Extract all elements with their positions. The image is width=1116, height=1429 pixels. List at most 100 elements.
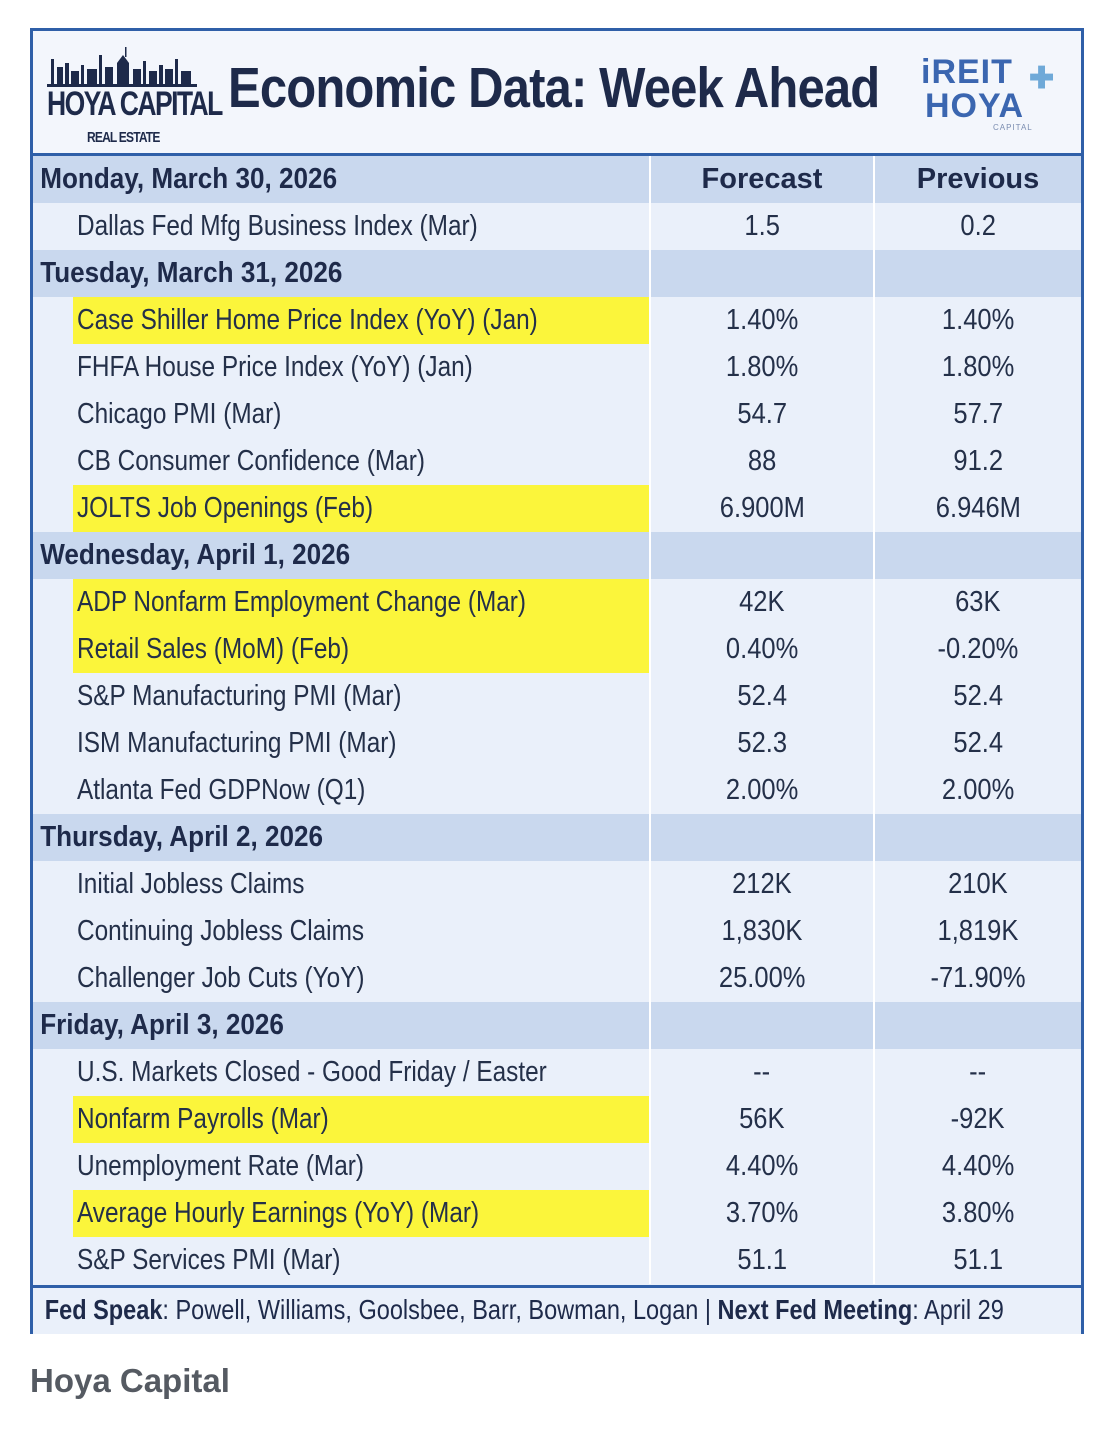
forecast-value: 88 (747, 445, 777, 477)
logo-brand-text: HOYA CAPITAL (47, 85, 223, 123)
table-row: Challenger Job Cuts (YoY) 25.00% -71.90% (33, 955, 1081, 1002)
table-row: U.S. Markets Closed - Good Friday / East… (33, 1049, 1081, 1096)
day-label: Friday, April 3, 2026 (40, 1009, 284, 1041)
table-row: Dallas Fed Mfg Business Index (Mar) 1.5 0.… (33, 203, 1081, 250)
previous-value: 1,819K (937, 915, 1019, 947)
previous-value-cell: -71.90% (873, 955, 1081, 1002)
forecast-value-cell: 54.7 (649, 391, 873, 438)
ireit-hoya-logo: iREIT ✚ HOYA CAPITAL (921, 53, 1071, 133)
indicator-name-cell: ADP Nonfarm Employment Change (Mar) (73, 579, 649, 626)
empty-cell (649, 250, 873, 297)
forecast-value-cell: -- (649, 1049, 873, 1096)
indicator-name-cell: Chicago PMI (Mar) (33, 391, 649, 438)
previous-value-cell: 210K (873, 861, 1081, 908)
day-header-row: Thursday, April 2, 2026 (33, 814, 1081, 861)
indicator-name-cell: FHFA House Price Index (YoY) (Jan) (33, 344, 649, 391)
forecast-value: 42K (739, 586, 785, 618)
previous-value: 91.2 (953, 445, 1003, 477)
day-label: Monday, March 30, 2026 (40, 163, 338, 195)
next-meeting-label: Next Fed Meeting (717, 1294, 913, 1325)
forecast-value-cell: 1.40% (649, 297, 873, 344)
table-row: JOLTS Job Openings (Feb) 6.900M 6.946M (33, 485, 1081, 532)
indicator-name-cell: Atlanta Fed GDPNow (Q1) (33, 767, 649, 814)
forecast-value: 1,830K (721, 915, 803, 947)
forecast-value-cell: 0.40% (649, 626, 873, 673)
fed-speak-value: : Powell, Williams, Goolsbee, Barr, Bowm… (162, 1294, 718, 1325)
previous-value-cell: 3.80% (873, 1190, 1081, 1237)
previous-value-cell: 63K (873, 579, 1081, 626)
forecast-value: -- (753, 1056, 771, 1088)
forecast-value-cell: 88 (649, 438, 873, 485)
previous-value-cell: 6.946M (873, 485, 1081, 532)
forecast-value: 4.40% (725, 1150, 799, 1182)
indicator-name-cell: Initial Jobless Claims (33, 861, 649, 908)
indicator-name-cell: Average Hourly Earnings (YoY) (Mar) (73, 1190, 649, 1237)
forecast-value-cell: 51.1 (649, 1237, 873, 1284)
logo-right-line2: HOYA (925, 87, 1025, 125)
indicator-name-cell: Challenger Job Cuts (YoY) (33, 955, 649, 1002)
next-meeting-value: : April 29 (912, 1294, 1004, 1325)
indicator-name-cell: Continuing Jobless Claims (33, 908, 649, 955)
indicator-name-cell: S&P Services PMI (Mar) (33, 1237, 649, 1284)
forecast-value-cell: 52.4 (649, 673, 873, 720)
table-row: FHFA House Price Index (YoY) (Jan) 1.80% 1… (33, 344, 1081, 391)
city-skyline-icon (47, 47, 197, 87)
previous-value-cell: 52.4 (873, 673, 1081, 720)
empty-cell (649, 1002, 873, 1049)
previous-value-cell: 0.2 (873, 203, 1081, 250)
page-title: Economic Data: Week Ahead (228, 56, 880, 120)
table-row: Chicago PMI (Mar) 54.7 57.7 (33, 391, 1081, 438)
previous-value-cell: 4.40% (873, 1143, 1081, 1190)
forecast-value: 51.1 (737, 1244, 787, 1276)
previous-column-header: Previous (873, 156, 1081, 203)
previous-value: 6.946M (935, 492, 1021, 524)
table-row: Initial Jobless Claims 212K 210K (33, 861, 1081, 908)
indicator-name: Challenger Job Cuts (YoY) (77, 962, 365, 994)
indicator-name-cell: CB Consumer Confidence (Mar) (33, 438, 649, 485)
indicator-name-cell: Case Shiller Home Price Index (YoY) (Jan… (73, 297, 649, 344)
previous-value: 210K (948, 868, 1008, 900)
economic-calendar-card: HOYA CAPITAL REAL ESTATE Economic Data: … (30, 28, 1084, 1334)
logo-right-line3: CAPITAL (993, 123, 1033, 132)
logo-right-line1: iREIT (921, 53, 1013, 91)
indicator-name-cell: ISM Manufacturing PMI (Mar) (33, 720, 649, 767)
empty-cell (649, 532, 873, 579)
previous-value: -0.20% (937, 633, 1019, 665)
previous-value: 57.7 (953, 398, 1003, 430)
indicator-name: Dallas Fed Mfg Business Index (Mar) (77, 210, 478, 242)
indicator-name-cell: Dallas Fed Mfg Business Index (Mar) (33, 203, 649, 250)
forecast-column-header: Forecast (649, 156, 873, 203)
indicator-name: CB Consumer Confidence (Mar) (77, 445, 425, 477)
image-caption: Hoya Capital (30, 1362, 230, 1399)
fed-footer: Fed Speak: Powell, Williams, Goolsbee, B… (33, 1285, 1081, 1334)
forecast-value-cell: 6.900M (649, 485, 873, 532)
table-row: Average Hourly Earnings (YoY) (Mar) 3.70%… (33, 1190, 1081, 1237)
indicator-name: Case Shiller Home Price Index (YoY) (Jan… (77, 304, 538, 336)
forecast-value-cell: 42K (649, 579, 873, 626)
day-header-row: Tuesday, March 31, 2026 (33, 250, 1081, 297)
forecast-value: 1.5 (744, 210, 780, 242)
table-row: Atlanta Fed GDPNow (Q1) 2.00% 2.00% (33, 767, 1081, 814)
previous-value-cell: -0.20% (873, 626, 1081, 673)
forecast-value-cell: 52.3 (649, 720, 873, 767)
forecast-value-cell: 212K (649, 861, 873, 908)
indicator-name: ADP Nonfarm Employment Change (Mar) (77, 586, 527, 618)
indicator-name-cell: Retail Sales (MoM) (Feb) (73, 626, 649, 673)
previous-value: 51.1 (953, 1244, 1003, 1276)
previous-value-cell: 1,819K (873, 908, 1081, 955)
forecast-value-cell: 1,830K (649, 908, 873, 955)
previous-value-cell: 91.2 (873, 438, 1081, 485)
previous-value: -- (969, 1056, 987, 1088)
table-row: Unemployment Rate (Mar) 4.40% 4.40% (33, 1143, 1081, 1190)
indicator-name-cell: U.S. Markets Closed - Good Friday / East… (33, 1049, 649, 1096)
table-row: Case Shiller Home Price Index (YoY) (Jan… (33, 297, 1081, 344)
indicator-name: Unemployment Rate (Mar) (77, 1150, 364, 1182)
fed-speak-label: Fed Speak (44, 1294, 163, 1325)
indicator-name: Initial Jobless Claims (77, 868, 305, 900)
logo-sub-text: REAL ESTATE (87, 129, 160, 146)
forecast-value: 52.3 (737, 727, 787, 759)
header: HOYA CAPITAL REAL ESTATE Economic Data: … (33, 31, 1081, 153)
forecast-value: 1.80% (725, 351, 799, 383)
previous-value-cell: 1.80% (873, 344, 1081, 391)
forecast-value-cell: 25.00% (649, 955, 873, 1002)
